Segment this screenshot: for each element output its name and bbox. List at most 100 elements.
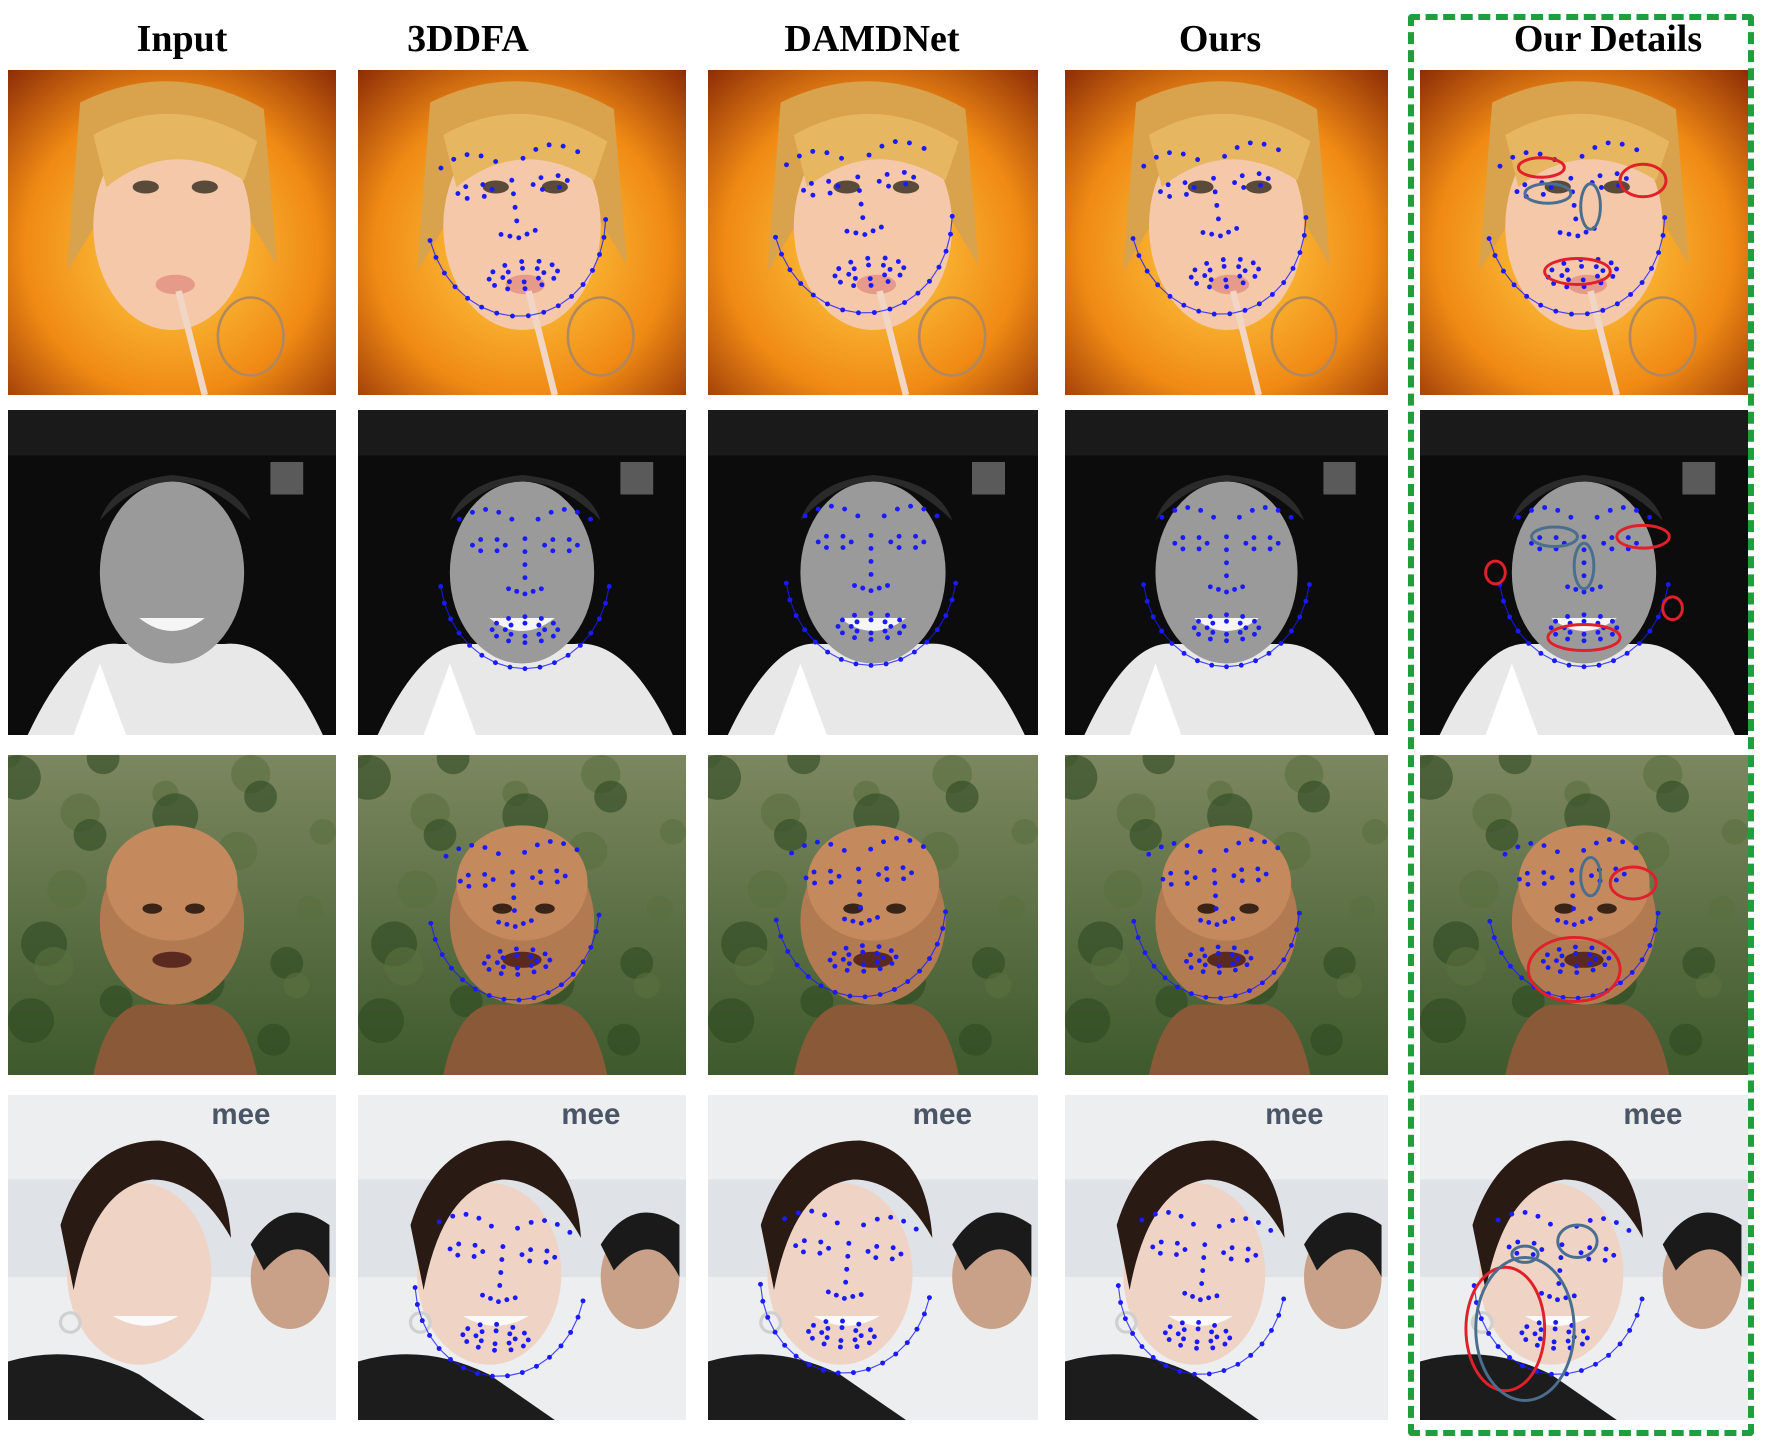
- landmark-point: [823, 533, 829, 539]
- landmark-point: [815, 539, 821, 545]
- landmark-point: [574, 847, 580, 853]
- landmark-point: [457, 878, 463, 884]
- landmark-point: [779, 251, 784, 257]
- result-image-row2-details: [1420, 410, 1748, 735]
- landmark-point: [497, 1283, 503, 1288]
- landmark-point: [839, 630, 845, 636]
- landmark-point: [1229, 1245, 1235, 1251]
- landmark-point: [541, 270, 547, 276]
- landmark-point: [603, 217, 609, 222]
- landmark-point: [1507, 1355, 1513, 1360]
- landmark-point: [840, 533, 846, 539]
- landmark-point: [524, 231, 530, 237]
- landmark-point: [1665, 582, 1671, 587]
- landmark-point: [520, 921, 526, 926]
- landmark-point: [868, 282, 874, 288]
- landmark-point: [1276, 1312, 1282, 1318]
- landmark-point: [1602, 962, 1608, 968]
- landmark-point: [1262, 505, 1268, 510]
- landmark-point: [901, 265, 907, 271]
- scene-art: [708, 70, 1038, 395]
- landmark-point: [1573, 944, 1578, 950]
- landmark-point: [1202, 273, 1208, 279]
- landmark-point: [547, 1354, 552, 1360]
- landmark-point: [943, 909, 949, 915]
- landmark-point: [1150, 614, 1156, 620]
- landmark-point: [1559, 953, 1565, 959]
- landmark-point: [520, 1343, 526, 1349]
- landmark-point: [1581, 534, 1587, 540]
- landmark-point: [536, 622, 542, 628]
- landmark-point: [550, 633, 556, 639]
- landmark-point: [1168, 881, 1174, 887]
- landmark-point: [547, 839, 553, 844]
- landmark-point: [1158, 189, 1163, 195]
- landmark-point: [463, 184, 469, 190]
- landmark-point: [1211, 514, 1217, 520]
- landmark-point: [1589, 945, 1595, 951]
- landmark-point: [1162, 975, 1168, 981]
- landmark-point: [812, 880, 818, 886]
- landmark-point: [483, 507, 489, 512]
- landmark-point: [552, 660, 557, 666]
- landmark-point: [1620, 505, 1626, 510]
- landmark-point: [818, 983, 824, 989]
- landmark-point: [494, 537, 500, 543]
- landmark-point: [1179, 1320, 1185, 1326]
- landmark-point: [889, 1256, 895, 1262]
- landmark-point: [494, 548, 500, 554]
- landmark-point: [1260, 980, 1265, 986]
- scene-art: [8, 755, 336, 1075]
- landmark-point: [1232, 180, 1237, 186]
- landmark-point: [1159, 628, 1165, 634]
- landmark-point: [1196, 1319, 1202, 1325]
- landmark-point: [1199, 947, 1205, 952]
- landmark-point: [1244, 1257, 1250, 1263]
- landmark-point: [1581, 560, 1587, 566]
- landmark-point: [1565, 614, 1571, 619]
- landmark-point: [1181, 650, 1187, 656]
- landmark-point: [1241, 185, 1247, 190]
- landmark-point: [470, 509, 475, 515]
- landmark-point: [1519, 1330, 1525, 1336]
- landmark-point: [894, 506, 900, 512]
- landmark-point: [1557, 230, 1563, 235]
- landmark-point: [534, 266, 540, 272]
- landmark-point: [806, 1329, 812, 1334]
- landmark-point: [504, 1297, 510, 1303]
- landmark-point: [1227, 311, 1233, 317]
- landmark-point: [811, 1322, 816, 1328]
- landmark-point: [534, 842, 540, 848]
- landmark-point: [856, 866, 861, 872]
- landmark-point: [480, 1292, 485, 1298]
- landmark-point: [758, 1281, 763, 1287]
- landmark-point: [901, 169, 907, 175]
- landmark-point: [1569, 867, 1574, 873]
- landmark-point: [1584, 1335, 1590, 1341]
- scene-art: mee: [708, 1095, 1038, 1420]
- landmark-point: [478, 548, 484, 554]
- landmark-point: [1614, 171, 1620, 177]
- landmark-point: [820, 1367, 826, 1373]
- steel-highlight-ellipse: [1572, 541, 1596, 591]
- landmark-point: [858, 1333, 864, 1339]
- landmark-point: [1573, 963, 1579, 969]
- landmark-point: [522, 286, 528, 292]
- landmark-point: [1579, 1341, 1585, 1347]
- scene-art: mee: [1420, 1095, 1748, 1420]
- landmark-point: [565, 652, 571, 658]
- landmark-point: [1537, 546, 1543, 552]
- landmark-point: [1478, 1316, 1484, 1322]
- landmark-point: [1600, 268, 1606, 274]
- landmark-point: [838, 1338, 844, 1343]
- landmark-point: [514, 952, 520, 958]
- landmark-point: [839, 1325, 845, 1331]
- landmark-point: [588, 516, 594, 522]
- landmark-point: [773, 917, 779, 923]
- landmark-point: [1578, 1250, 1584, 1256]
- landmark-point: [1216, 950, 1221, 956]
- landmark-point: [760, 1298, 766, 1304]
- landmark-point: [897, 272, 903, 278]
- landmark-point: [856, 1321, 862, 1327]
- landmark-point: [1251, 535, 1257, 541]
